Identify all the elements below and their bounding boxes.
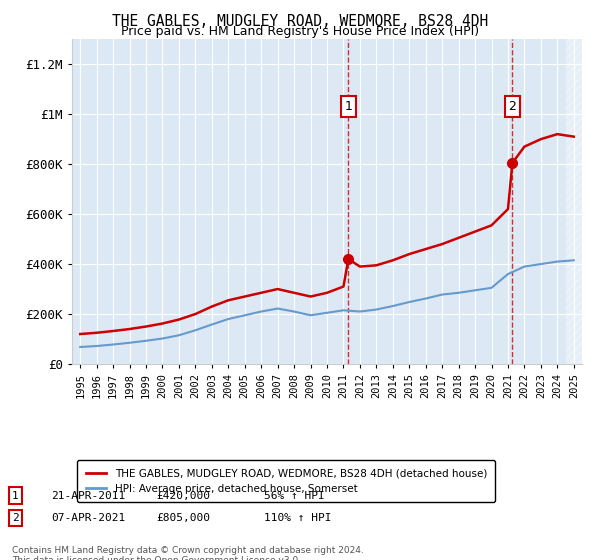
Text: 2: 2 — [12, 513, 19, 523]
Bar — [566, 39, 582, 364]
Text: Contains HM Land Registry data © Crown copyright and database right 2024.
This d: Contains HM Land Registry data © Crown c… — [12, 546, 364, 560]
Text: 56% ↑ HPI: 56% ↑ HPI — [264, 491, 325, 501]
Text: 21-APR-2011: 21-APR-2011 — [51, 491, 125, 501]
Text: £420,000: £420,000 — [156, 491, 210, 501]
Text: THE GABLES, MUDGLEY ROAD, WEDMORE, BS28 4DH: THE GABLES, MUDGLEY ROAD, WEDMORE, BS28 … — [112, 14, 488, 29]
Text: 07-APR-2021: 07-APR-2021 — [51, 513, 125, 523]
Text: £805,000: £805,000 — [156, 513, 210, 523]
Text: 1: 1 — [344, 100, 352, 113]
Text: 110% ↑ HPI: 110% ↑ HPI — [264, 513, 331, 523]
Text: 2: 2 — [508, 100, 517, 113]
Text: 1: 1 — [12, 491, 19, 501]
Text: Price paid vs. HM Land Registry's House Price Index (HPI): Price paid vs. HM Land Registry's House … — [121, 25, 479, 38]
Legend: THE GABLES, MUDGLEY ROAD, WEDMORE, BS28 4DH (detached house), HPI: Average price: THE GABLES, MUDGLEY ROAD, WEDMORE, BS28 … — [77, 460, 496, 502]
